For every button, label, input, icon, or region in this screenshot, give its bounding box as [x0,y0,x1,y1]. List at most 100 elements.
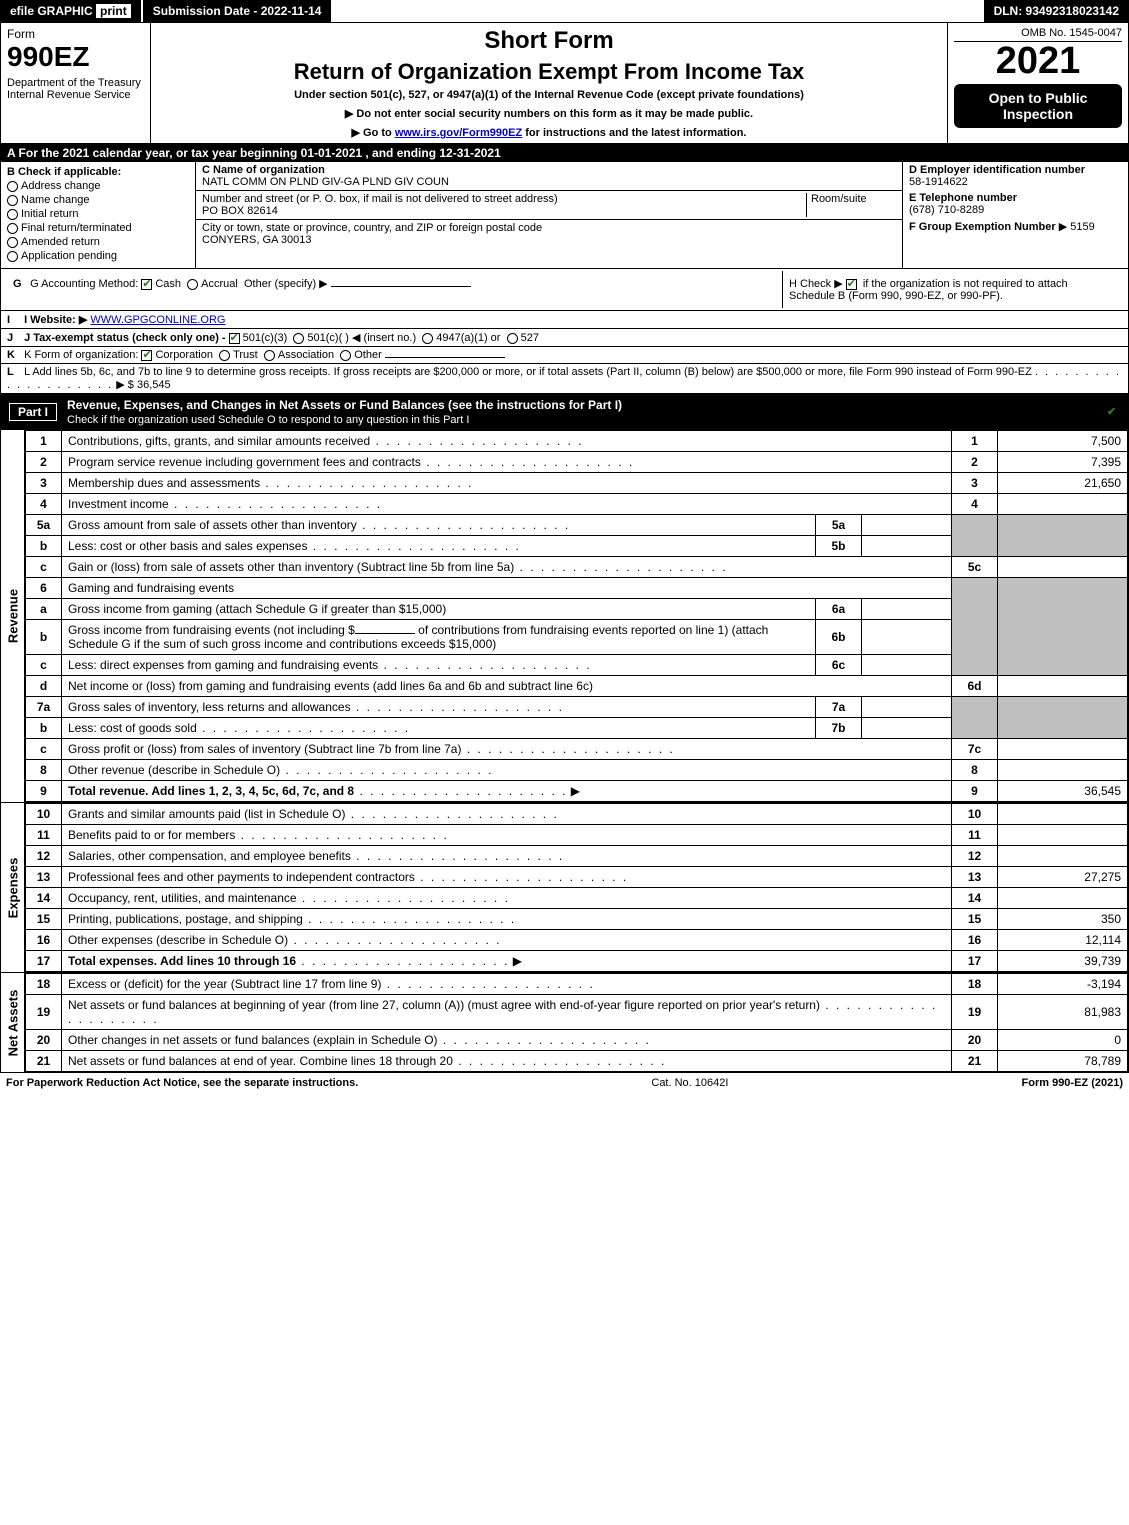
row-gh: G G Accounting Method: Cash Accrual Othe… [1,269,1128,311]
f-arrow: ▶ [1059,221,1067,233]
l-letter: L [7,366,21,378]
row-a-tax-year: A For the 2021 calendar year, or tax yea… [1,144,1128,162]
line-21-desc: Net assets or fund balances at end of ye… [68,1054,453,1068]
line-6d-amt [998,676,1128,697]
line-15: 15Printing, publications, postage, and s… [26,909,1128,930]
line-9-amt: 36,545 [998,781,1128,802]
header-col-title: Short Form Return of Organization Exempt… [151,23,948,143]
line-19-amt: 81,983 [998,995,1128,1030]
c-street-label: Number and street (or P. O. box, if mail… [202,193,806,205]
line-2: 2Program service revenue including gover… [26,452,1128,473]
k-corp: Corporation [155,349,212,361]
g-accrual-radio[interactable] [187,279,198,290]
l-text: L Add lines 5b, 6c, and 7b to line 9 to … [24,366,1032,378]
j-4947-radio[interactable] [422,333,433,344]
line-12-amt [998,846,1128,867]
line-3-amt: 21,650 [998,473,1128,494]
j-label: J Tax-exempt status (check only one) - [24,332,226,344]
revenue-tab: Revenue [1,430,25,802]
check-initial-return[interactable]: Initial return [7,208,189,220]
submission-date-button[interactable]: Submission Date - 2022-11-14 [143,0,334,22]
line-6d: dNet income or (loss) from gaming and fu… [26,676,1128,697]
part-1-check-o [1106,405,1120,419]
footer-left: For Paperwork Reduction Act Notice, see … [6,1077,358,1089]
check-application-pending[interactable]: Application pending [7,250,189,262]
directive-2-post: for instructions and the latest informat… [525,127,746,139]
part-1-label: Part I [9,403,57,421]
line-7a: 7aGross sales of inventory, less returns… [26,697,1128,718]
topbar-spacer [333,0,983,22]
line-6b-input[interactable] [355,633,415,634]
line-5b-val [862,536,952,557]
form-header: Form 990EZ Department of the Treasury In… [1,23,1128,144]
line-5b-desc: Less: cost or other basis and sales expe… [68,539,307,553]
print-label[interactable]: print [96,4,131,18]
check-address-change[interactable]: Address change [7,180,189,192]
line-6c-val [862,655,952,676]
col-def: D Employer identification number 58-1914… [903,162,1128,268]
check-name-change[interactable]: Name change [7,194,189,206]
line-13-desc: Professional fees and other payments to … [68,870,415,884]
e-label: E Telephone number [909,192,1122,204]
efile-graphic-button[interactable]: efile GRAPHIC print [0,0,143,22]
line-11: 11Benefits paid to or for members11 [26,825,1128,846]
line-15-desc: Printing, publications, postage, and shi… [68,912,303,926]
schedule-o-checkbox[interactable] [1106,407,1117,418]
line-5c-col: 5c [952,557,998,578]
efile-label: efile GRAPHIC [10,4,93,18]
d-ein: D Employer identification number 58-1914… [909,164,1122,188]
c-street-row: Number and street (or P. O. box, if mail… [196,191,902,220]
line-14-col: 14 [952,888,998,909]
check-final-return[interactable]: Final return/terminated [7,222,189,234]
line-6b-box: 6b [816,620,862,655]
line-7b-val [862,718,952,739]
irs-link[interactable]: www.irs.gov/Form990EZ [395,127,522,139]
h-schedule-b: H Check ▶ if the organization is not req… [782,271,1122,308]
k-assoc-radio[interactable] [264,350,275,361]
line-6d-desc: Net income or (loss) from gaming and fun… [68,679,593,693]
line-21-col: 21 [952,1051,998,1072]
line-13: 13Professional fees and other payments t… [26,867,1128,888]
j-opt3: 4947(a)(1) or [436,332,500,344]
k-assoc: Association [278,349,334,361]
line-15-amt: 350 [998,909,1128,930]
row-k-org-form: K K Form of organization: Corporation Tr… [1,347,1128,364]
directive-2: ▶ Go to www.irs.gov/Form990EZ for instru… [157,126,941,139]
header-col-form: Form 990EZ Department of the Treasury In… [1,23,151,143]
line-19: 19Net assets or fund balances at beginni… [26,995,1128,1030]
line-4: 4Investment income4 [26,494,1128,515]
line-7b-box: 7b [816,718,862,739]
line-5c-amt [998,557,1128,578]
line-7a-desc: Gross sales of inventory, less returns a… [68,700,351,714]
line-4-desc: Investment income [68,497,169,511]
line-8: 8Other revenue (describe in Schedule O)8 [26,760,1128,781]
page-footer: For Paperwork Reduction Act Notice, see … [0,1073,1129,1093]
g-cash-checkbox[interactable] [141,279,152,290]
j-527-radio[interactable] [507,333,518,344]
k-other-radio[interactable] [340,350,351,361]
line-6-desc: Gaming and fundraising events [62,578,952,599]
line-5a-val [862,515,952,536]
line-5c: cGain or (loss) from sale of assets othe… [26,557,1128,578]
k-other-input[interactable] [385,357,505,358]
revenue-tab-label: Revenue [5,589,20,643]
line-20-amt: 0 [998,1030,1128,1051]
k-trust-radio[interactable] [219,350,230,361]
g-other-input[interactable] [331,286,471,287]
form-number: 990EZ [7,41,144,73]
check-amended-return[interactable]: Amended return [7,236,189,248]
line-17-amt: 39,739 [998,951,1128,972]
j-501c3-checkbox[interactable] [229,333,240,344]
line-7c: cGross profit or (loss) from sales of in… [26,739,1128,760]
h-text1: H Check ▶ [789,278,843,290]
net-assets-tab-label: Net Assets [5,989,20,1056]
line-2-col: 2 [952,452,998,473]
line-18-col: 18 [952,974,998,995]
c-city-row: City or town, state or province, country… [196,220,902,248]
line-8-col: 8 [952,760,998,781]
j-501c-radio[interactable] [293,333,304,344]
k-corp-checkbox[interactable] [141,350,152,361]
h-checkbox[interactable] [846,279,857,290]
website-link[interactable]: WWW.GPGCONLINE.ORG [90,314,225,326]
department-label: Department of the Treasury Internal Reve… [7,77,144,101]
